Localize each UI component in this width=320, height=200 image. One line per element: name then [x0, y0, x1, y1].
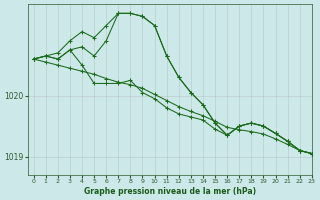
- X-axis label: Graphe pression niveau de la mer (hPa): Graphe pression niveau de la mer (hPa): [84, 187, 256, 196]
